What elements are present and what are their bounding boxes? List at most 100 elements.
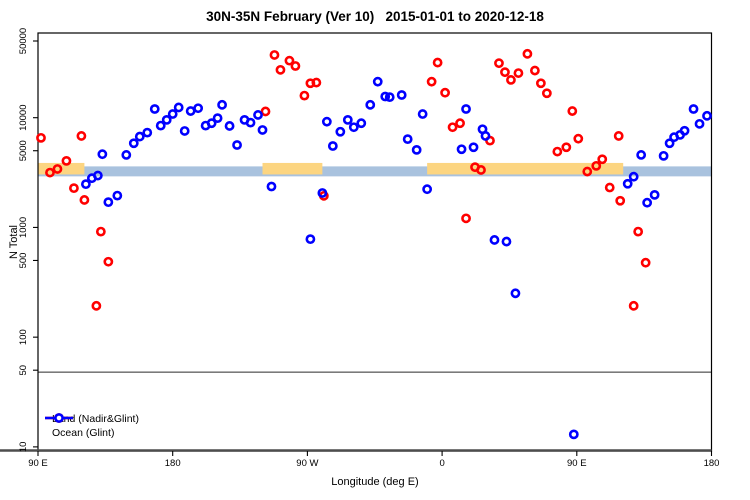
x-tick-label: 90 E	[28, 458, 48, 469]
data-point-land	[52, 164, 63, 174]
data-point-land	[591, 160, 602, 171]
data-point-ocean	[461, 104, 471, 114]
plot-frame	[37, 32, 713, 452]
data-point-land	[628, 300, 639, 311]
data-point-land	[432, 57, 443, 68]
data-point-ocean	[489, 235, 500, 245]
data-point-land	[633, 226, 644, 237]
y-tick-label: 50	[18, 365, 29, 376]
legend-item-ocean: Ocean (Glint)	[44, 413, 139, 440]
data-point-ocean	[384, 92, 395, 103]
data-point-ocean	[679, 125, 690, 136]
chart-title: 30N-35N February (Ver 10) 2015-01-01 to …	[206, 9, 544, 24]
data-point-ocean	[622, 178, 633, 189]
data-point-ocean	[161, 114, 172, 125]
data-point-land	[522, 48, 533, 59]
data-point-land	[76, 131, 87, 141]
data-point-land	[45, 167, 55, 178]
data-point-ocean	[501, 236, 512, 247]
y-tick-label: 10000	[18, 104, 29, 130]
data-point-ocean	[468, 142, 479, 153]
data-point-land	[91, 300, 102, 311]
data-point-land	[79, 195, 90, 205]
data-point-ocean	[335, 126, 346, 137]
x-tick-label: 90 E	[567, 458, 587, 469]
data-point-ocean	[411, 144, 422, 155]
data-point-ocean	[217, 99, 227, 110]
data-point-ocean	[253, 110, 263, 120]
data-point-land	[311, 77, 322, 88]
data-point-ocean	[636, 150, 647, 160]
data-point-ocean	[688, 104, 699, 114]
data-point-ocean	[92, 170, 103, 181]
data-point-ocean	[380, 91, 391, 102]
data-point-land	[290, 61, 301, 71]
x-axis-label: Longitude (deg E)	[331, 476, 419, 488]
data-point-land	[476, 165, 486, 175]
data-point-ocean	[365, 99, 376, 110]
data-point-ocean	[121, 150, 132, 160]
data-point-land	[582, 166, 593, 177]
data-point-ocean	[642, 197, 653, 208]
data-point-ocean	[266, 181, 277, 192]
data-point-land	[69, 183, 79, 194]
data-point-ocean	[327, 141, 338, 151]
legend: Land (Nadir&Glint) Ocean (Glint)	[44, 412, 139, 440]
data-point-ocean	[257, 125, 268, 135]
data-point-land	[275, 64, 286, 75]
data-point-ocean	[356, 118, 367, 129]
x-tick-label: 180	[704, 458, 720, 469]
data-point-ocean	[317, 188, 328, 198]
data-point-ocean	[417, 109, 428, 119]
data-point-land	[461, 213, 471, 224]
data-point-ocean	[193, 103, 204, 114]
data-point-ocean	[80, 179, 91, 190]
y-tick-label: 1000	[18, 217, 29, 238]
data-point-land	[529, 65, 540, 76]
data-point-ocean	[321, 116, 332, 127]
data-point-land	[440, 87, 450, 98]
data-point-ocean	[456, 144, 467, 155]
data-point-ocean	[402, 134, 413, 145]
y-axis-label: N Total	[8, 224, 20, 260]
data-point-ocean	[305, 234, 316, 245]
data-point-land	[613, 131, 624, 141]
data-point-land	[284, 55, 295, 66]
data-point-land	[567, 106, 578, 116]
data-point-ocean	[206, 118, 217, 129]
y-tick-label: 100	[18, 329, 29, 345]
data-point-ocean	[212, 113, 223, 124]
data-point-land	[103, 256, 114, 267]
data-point-land	[500, 67, 510, 78]
data-point-ocean	[348, 122, 359, 133]
data-point-ocean	[628, 171, 639, 182]
data-point-ocean	[128, 138, 139, 149]
data-point-ocean	[568, 429, 579, 440]
data-point-ocean	[155, 120, 166, 131]
data-point-land	[535, 78, 546, 89]
data-point-land	[506, 75, 516, 85]
land-band-segment	[427, 162, 624, 175]
data-point-land	[447, 122, 458, 133]
data-point-land	[552, 146, 563, 157]
legend-label-land: Land (Nadir&Glint)	[52, 413, 139, 425]
data-point-land	[61, 155, 72, 166]
data-point-ocean	[649, 189, 660, 200]
data-point-ocean	[142, 127, 153, 138]
y-tick-label: 5000	[18, 140, 29, 161]
legend-label-ocean: Ocean (Glint)	[52, 427, 115, 439]
data-point-ocean	[167, 109, 178, 119]
data-point-ocean	[245, 117, 256, 128]
data-point-land	[513, 68, 524, 78]
ocean-band	[38, 166, 712, 177]
data-point-ocean	[510, 288, 521, 299]
data-point-land	[299, 90, 310, 101]
data-point-ocean	[664, 138, 675, 149]
data-point-ocean	[173, 102, 184, 113]
data-point-ocean	[658, 150, 669, 161]
data-point-land	[494, 58, 504, 69]
data-point-ocean	[422, 184, 433, 195]
x-tick-label: 180	[165, 458, 181, 469]
